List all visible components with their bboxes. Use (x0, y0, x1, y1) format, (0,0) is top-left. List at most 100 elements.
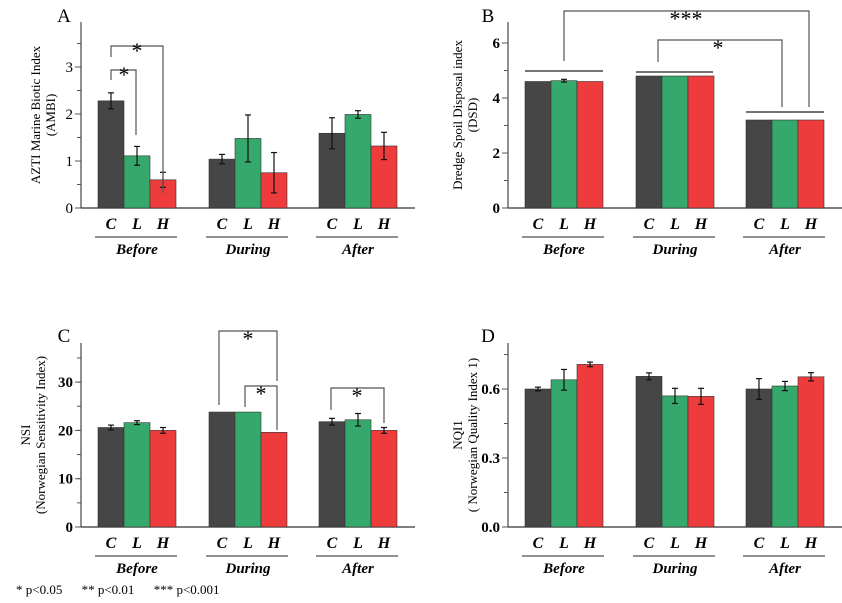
category-label: L (352, 216, 363, 233)
y-tick-label: 0 (493, 201, 501, 217)
y-tick-label: 4 (493, 91, 501, 107)
category-label: H (804, 535, 818, 552)
category-label: H (694, 535, 708, 552)
bar-B-During-C (635, 75, 663, 209)
y-axis-label: NSI (18, 425, 33, 446)
y-tick-label: 0 (66, 201, 74, 217)
bar-A-During-C (208, 158, 236, 209)
category-label: L (779, 535, 790, 552)
y-tick-label: 0.3 (481, 451, 500, 467)
panel-label: A (57, 6, 71, 27)
significance-label: *** (670, 6, 703, 31)
y-tick-label: 3 (66, 60, 74, 76)
category-label: L (352, 535, 363, 552)
bar-B-During-H (687, 75, 715, 209)
category-label: H (156, 216, 170, 233)
category-label: L (779, 216, 790, 233)
category-label: C (106, 535, 117, 552)
category-label: C (644, 216, 655, 233)
bar-C-Before-L (123, 422, 151, 528)
category-label: C (327, 535, 338, 552)
category-label: C (533, 535, 544, 552)
group-label: During (224, 561, 271, 577)
category-label: H (583, 535, 597, 552)
y-axis-label: Dredge Spoil Disposal index (450, 40, 465, 190)
category-label: L (558, 216, 569, 233)
group-label: After (341, 561, 374, 577)
footnote-p05: * p<0.05 (16, 582, 63, 597)
significance-bracket (218, 330, 278, 405)
bar-C-Before-C (97, 427, 125, 528)
bar-D-Before-L (550, 379, 578, 528)
bar-B-Before-L (550, 80, 578, 209)
bar-B-After-L (771, 119, 799, 209)
significance-bracket (244, 385, 278, 430)
y-tick-label: 1 (66, 154, 74, 170)
significance-footnote: * p<0.05 ** p<0.01 *** p<0.001 (16, 582, 236, 598)
significance-label: * (713, 35, 724, 60)
bar-C-After-H (370, 430, 398, 528)
significance-bracket (563, 10, 810, 107)
category-label: H (267, 216, 281, 233)
y-axis-label: AZTI Marine Biotic Index (28, 45, 43, 184)
category-label: L (131, 535, 142, 552)
category-label: C (327, 216, 338, 233)
bar-C-Before-H (149, 430, 177, 528)
category-label: L (558, 535, 569, 552)
group-label: After (768, 561, 801, 577)
group-label: Before (115, 561, 158, 577)
category-label: C (217, 216, 228, 233)
significance-label: * (132, 38, 143, 63)
category-label: C (106, 216, 117, 233)
y-axis-label: ( Norwegian Quality Index 1) (465, 358, 480, 513)
footnote-p01: ** p<0.01 (81, 582, 135, 597)
bar-C-During-C (208, 411, 236, 528)
significance-bracket (657, 39, 783, 107)
bar-D-After-L (771, 385, 799, 528)
category-label: H (267, 535, 281, 552)
bar-D-During-C (635, 376, 663, 528)
y-axis-label: (AMBI) (43, 94, 58, 137)
bar-B-Before-C (524, 81, 552, 209)
category-label: C (754, 216, 765, 233)
bar-B-Before-H (576, 81, 604, 209)
significance-label: * (352, 383, 363, 408)
bar-D-After-C (745, 388, 773, 528)
y-tick-label: 20 (58, 423, 73, 439)
bar-C-After-C (318, 421, 346, 528)
bar-B-After-H (797, 119, 825, 209)
group-label: Before (542, 242, 585, 258)
category-label: L (669, 216, 680, 233)
group-label: During (651, 561, 698, 577)
bar-D-Before-C (524, 388, 552, 528)
bar-D-During-H (687, 396, 715, 528)
bar-C-During-L (234, 411, 262, 528)
panel-label: D (481, 326, 495, 347)
group-label: After (768, 242, 801, 258)
bar-D-During-L (661, 395, 689, 528)
category-label: H (694, 216, 708, 233)
category-label: H (377, 216, 391, 233)
group-label: Before (542, 561, 585, 577)
bar-A-After-L (344, 114, 372, 209)
significance-label: * (119, 62, 130, 87)
bar-D-After-H (797, 376, 825, 528)
group-label: During (224, 242, 271, 258)
y-tick-label: 2 (493, 146, 501, 162)
y-axis-label: NQI1 (450, 420, 465, 450)
category-label: L (242, 216, 253, 233)
category-label: H (804, 216, 818, 233)
group-label: Before (115, 242, 158, 258)
y-axis-label: (DSD) (465, 98, 480, 133)
category-label: C (644, 535, 655, 552)
significance-label: * (256, 381, 267, 406)
significance-label: * (243, 326, 254, 351)
y-tick-label: 0 (66, 520, 74, 536)
footnote-p001: *** p<0.001 (153, 582, 220, 597)
significance-bracket (110, 45, 164, 193)
y-tick-label: 0.0 (481, 520, 500, 536)
y-tick-label: 30 (58, 375, 73, 391)
category-label: H (377, 535, 391, 552)
significance-bracket (110, 69, 137, 135)
